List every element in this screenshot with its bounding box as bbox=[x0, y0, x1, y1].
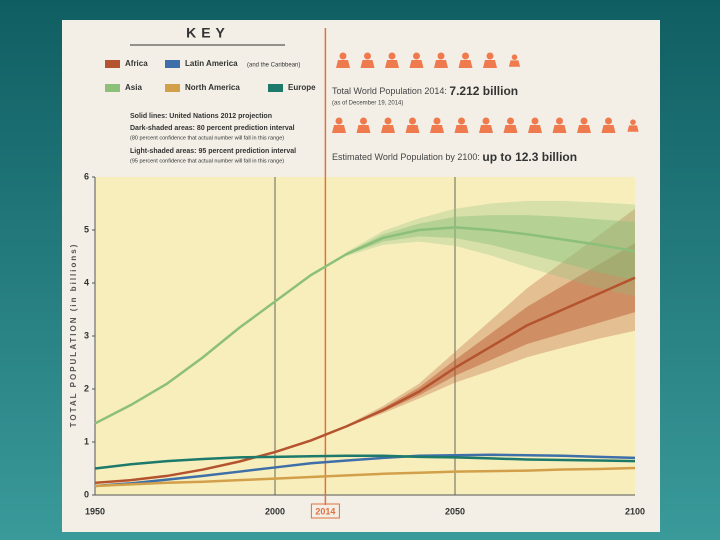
person-icon bbox=[384, 117, 392, 125]
person-icon bbox=[364, 52, 371, 60]
person-icon bbox=[577, 125, 591, 133]
person-icon bbox=[409, 60, 424, 68]
person-icon bbox=[454, 125, 469, 133]
legend-label: Africa bbox=[125, 59, 148, 68]
key-note: (95 percent confidence that actual numbe… bbox=[130, 158, 284, 164]
key-note: Dark-shaded areas: 80 percent prediction… bbox=[130, 125, 295, 132]
y-tick-label: 5 bbox=[84, 224, 89, 234]
series-line bbox=[94, 453, 636, 488]
legend-swatch bbox=[165, 60, 180, 68]
legend-label: North America bbox=[185, 83, 240, 92]
headline-label: Estimated World Population by 2100: bbox=[332, 152, 482, 162]
person-icon bbox=[580, 117, 588, 125]
plot-area bbox=[95, 177, 635, 495]
person-icon bbox=[503, 125, 518, 133]
person-icon bbox=[458, 60, 473, 68]
y-tick-label: 0 bbox=[84, 489, 89, 499]
headline: Estimated World Population by 2100: up t… bbox=[332, 150, 577, 164]
person-icon bbox=[486, 52, 494, 60]
person-icon bbox=[433, 117, 441, 125]
person-icon bbox=[531, 117, 539, 125]
x-tick-label: 2000 bbox=[265, 506, 285, 516]
y-tick-label: 3 bbox=[84, 330, 89, 340]
person-icon bbox=[482, 117, 490, 125]
person-icon bbox=[479, 125, 493, 133]
series-line bbox=[94, 454, 636, 470]
person-icon bbox=[556, 117, 563, 125]
x-tick-label: 2050 bbox=[445, 506, 465, 516]
person-icon bbox=[437, 52, 445, 60]
person-icon bbox=[508, 60, 521, 67]
person-icon bbox=[511, 54, 518, 60]
key-title: KEY bbox=[186, 25, 230, 41]
person-icon bbox=[627, 125, 639, 132]
legend-label: Latin America bbox=[185, 59, 238, 68]
person-icon bbox=[507, 117, 514, 125]
y-tick-label: 6 bbox=[84, 171, 89, 181]
highlight-box bbox=[310, 503, 340, 519]
legend-swatch bbox=[268, 84, 283, 92]
person-icon bbox=[388, 52, 396, 60]
y-tick-label: 4 bbox=[84, 277, 89, 287]
interval-band bbox=[347, 208, 635, 428]
x-tick-label: 1950 bbox=[85, 506, 105, 516]
headline-value: 7.212 billion bbox=[449, 84, 518, 98]
key-note: (80 percent confidence that actual numbe… bbox=[130, 135, 284, 141]
person-icon bbox=[385, 60, 399, 68]
interval-band bbox=[347, 215, 635, 281]
person-icon bbox=[360, 117, 367, 125]
key-note: Light-shaded areas: 95 percent predictio… bbox=[130, 148, 296, 155]
legend-swatch bbox=[105, 84, 120, 92]
person-icon bbox=[405, 125, 420, 133]
person-icon bbox=[601, 125, 616, 133]
interval-band bbox=[347, 243, 635, 427]
series-line bbox=[94, 466, 636, 488]
person-icon bbox=[381, 125, 395, 133]
y-tick-label: 1 bbox=[84, 436, 89, 446]
person-icon bbox=[483, 60, 497, 68]
person-icon bbox=[434, 60, 448, 68]
x-tick-label: 2100 bbox=[625, 506, 645, 516]
legend-label: Europe bbox=[288, 83, 316, 92]
person-icon bbox=[332, 125, 346, 133]
person-icon bbox=[430, 125, 444, 133]
person-icon bbox=[413, 52, 420, 60]
legend-label: Asia bbox=[125, 83, 142, 92]
y-axis-label: TOTAL POPULATION (in billions) bbox=[69, 243, 78, 428]
headline: Total World Population 2014: 7.212 billi… bbox=[332, 84, 518, 98]
key-note: (and the Caribbean) bbox=[247, 63, 300, 69]
person-icon bbox=[552, 125, 567, 133]
person-icon bbox=[335, 117, 343, 125]
interval-band bbox=[347, 200, 635, 297]
headline-value: up to 12.3 billion bbox=[482, 150, 577, 164]
headline-note: (as of December 19, 2014) bbox=[332, 101, 403, 107]
series-line bbox=[94, 276, 636, 485]
person-icon bbox=[409, 117, 416, 125]
legend-swatch bbox=[165, 84, 180, 92]
person-icon bbox=[458, 117, 465, 125]
series-line bbox=[94, 226, 636, 425]
legend-swatch bbox=[105, 60, 120, 68]
person-icon bbox=[336, 60, 350, 68]
person-icon bbox=[360, 60, 375, 68]
x-tick-label: 2014 bbox=[315, 506, 335, 516]
headline-label: Total World Population 2014: bbox=[332, 86, 449, 96]
person-icon bbox=[630, 119, 636, 125]
person-icon bbox=[339, 52, 347, 60]
person-icon bbox=[462, 52, 469, 60]
person-icon bbox=[528, 125, 542, 133]
key-note: Solid lines: United Nations 2012 project… bbox=[130, 113, 272, 120]
person-icon bbox=[605, 117, 612, 125]
y-tick-label: 2 bbox=[84, 383, 89, 393]
person-icon bbox=[356, 125, 371, 133]
